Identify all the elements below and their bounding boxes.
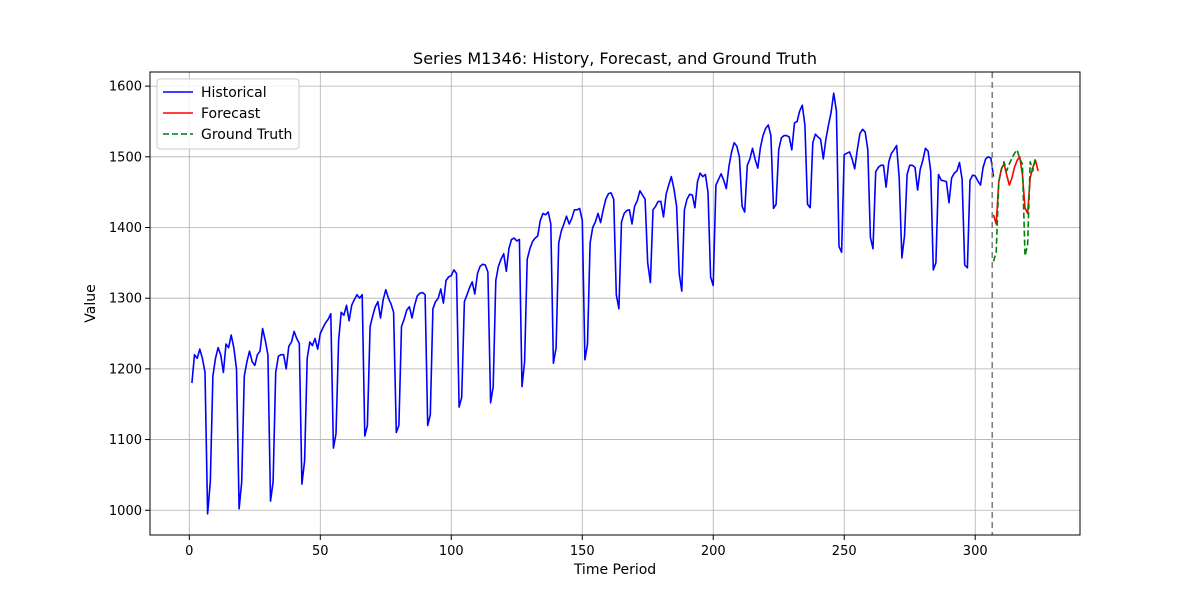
x-tick-label: 0 <box>185 544 193 559</box>
y-axis-label: Value <box>83 284 99 322</box>
x-tick-label: 250 <box>832 544 857 559</box>
y-tick-label: 1600 <box>109 80 142 95</box>
y-tick-label: 1100 <box>109 433 142 448</box>
x-axis-ticks: 0 50 100 150 200 250 300 <box>185 535 988 559</box>
series-line-historical <box>191 92 995 515</box>
plot-frame <box>149 71 1081 536</box>
x-tick-label: 150 <box>570 544 595 559</box>
series-line-ground-truth <box>992 149 1037 262</box>
legend-box <box>156 78 300 150</box>
y-tick-label: 1300 <box>109 292 142 307</box>
legend-label: Ground Truth <box>201 127 292 143</box>
x-tick-label: 200 <box>701 544 726 559</box>
x-tick-label: 100 <box>439 544 464 559</box>
plot-series <box>191 92 1039 515</box>
x-tick-label: 50 <box>312 544 329 559</box>
legend-label: Historical <box>201 85 267 101</box>
legend: Historical Forecast Ground Truth <box>156 78 300 150</box>
y-tick-label: 1200 <box>109 362 142 377</box>
y-tick-label: 1000 <box>109 504 142 519</box>
y-axis-ticks: 1000 1100 1200 1300 1400 1500 1600 <box>109 80 150 519</box>
y-tick-label: 1400 <box>109 221 142 236</box>
y-tick-label: 1500 <box>109 150 142 165</box>
x-axis-label: Time Period <box>573 562 656 578</box>
chart-title: Series M1346: History, Forecast, and Gro… <box>413 49 817 68</box>
legend-label: Forecast <box>201 106 261 122</box>
x-tick-label: 300 <box>963 544 988 559</box>
